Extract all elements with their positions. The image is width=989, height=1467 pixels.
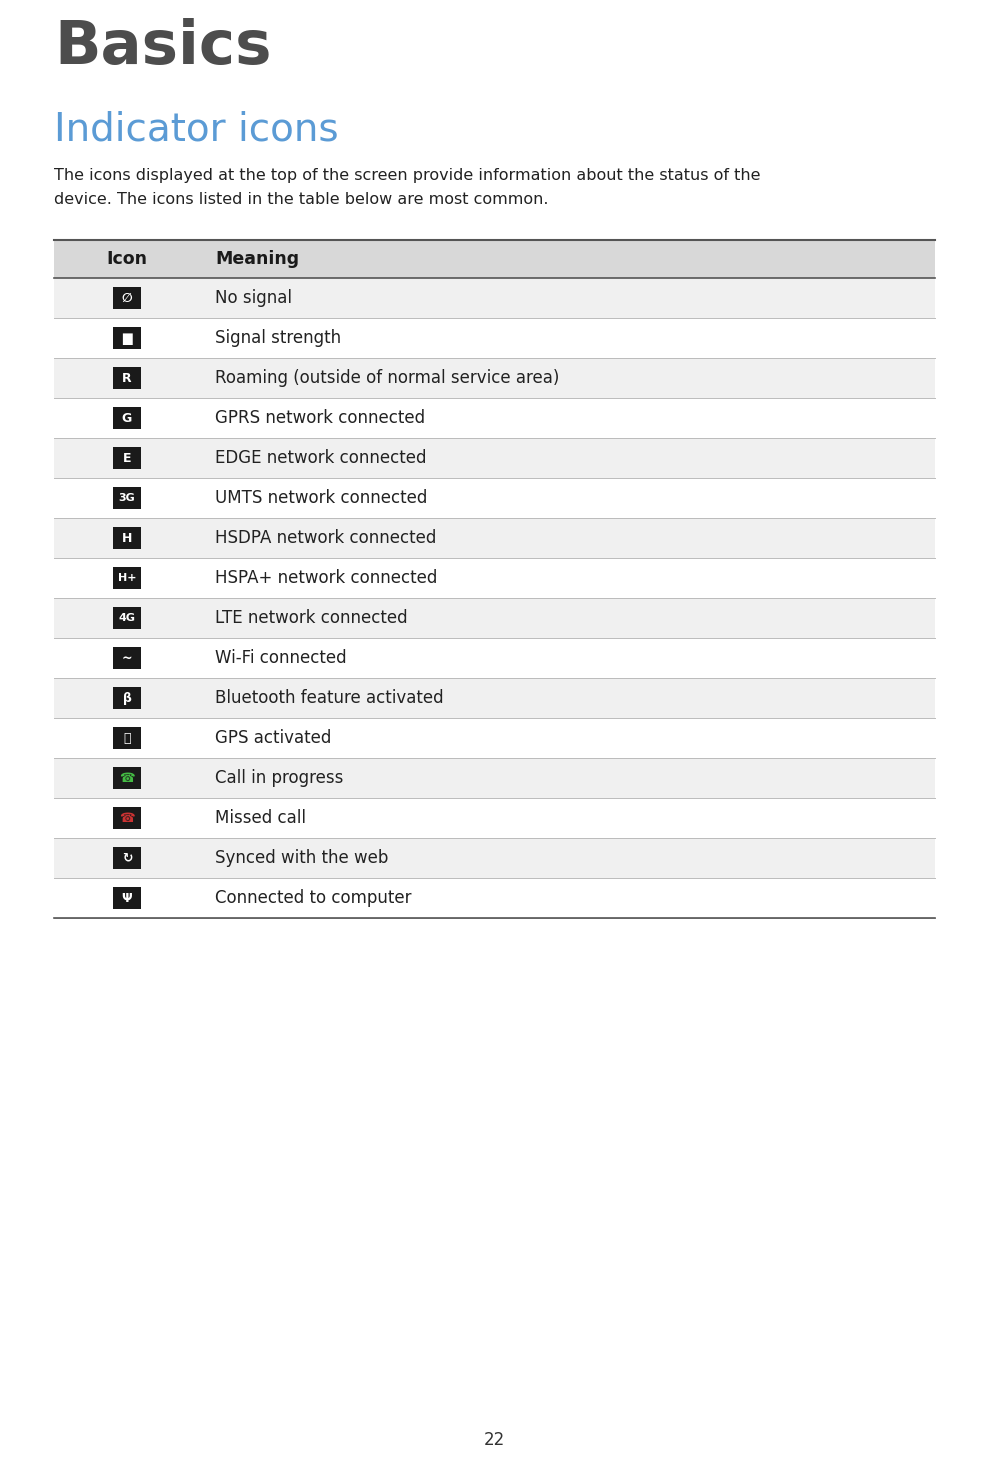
Text: Ψ: Ψ [122,892,133,905]
Bar [113,327,141,349]
Text: R: R [123,371,132,384]
Text: ∅: ∅ [122,292,133,305]
Text: ☎: ☎ [120,811,135,824]
Text: Roaming (outside of normal service area): Roaming (outside of normal service area) [215,370,560,387]
Text: H+: H+ [118,574,136,582]
Text: HSPA+ network connected: HSPA+ network connected [215,569,437,587]
Bar [54,398,935,439]
Text: GPS activated: GPS activated [215,729,331,747]
Text: UMTS network connected: UMTS network connected [215,489,427,508]
Text: Indicator icons: Indicator icons [54,110,338,148]
Bar [54,678,935,717]
Bar [113,807,141,829]
Bar [54,439,935,478]
Text: Connected to computer: Connected to computer [215,889,411,907]
Bar [54,279,935,318]
Bar [113,767,141,789]
Bar [54,318,935,358]
Text: Missed call: Missed call [215,808,306,827]
Bar [113,487,141,509]
Bar [54,518,935,557]
Bar [54,358,935,398]
Bar [54,798,935,838]
Text: H: H [122,531,133,544]
Text: 22: 22 [484,1430,505,1449]
Bar [54,557,935,599]
Text: GPRS network connected: GPRS network connected [215,409,425,427]
Bar [113,568,141,588]
Text: No signal: No signal [215,289,292,307]
Text: Basics: Basics [54,18,272,76]
Text: E: E [123,452,132,465]
Text: EDGE network connected: EDGE network connected [215,449,426,467]
Text: LTE network connected: LTE network connected [215,609,407,626]
Bar [113,527,141,549]
Text: ☎: ☎ [120,772,135,785]
Bar [54,599,935,638]
Text: ~: ~ [122,651,133,665]
Text: Synced with the web: Synced with the web [215,849,389,867]
Text: Icon: Icon [107,249,147,268]
Bar [113,607,141,629]
Text: Wi-Fi connected: Wi-Fi connected [215,648,346,667]
Text: Bluetooth feature activated: Bluetooth feature activated [215,689,444,707]
Bar [54,638,935,678]
Bar [113,728,141,750]
Bar [113,367,141,389]
Text: device. The icons listed in the table below are most common.: device. The icons listed in the table be… [54,192,549,207]
Text: 4G: 4G [119,613,135,623]
Bar [113,846,141,868]
Bar [54,838,935,879]
Bar [113,888,141,910]
Bar [54,879,935,918]
Bar [113,288,141,310]
Text: Signal strength: Signal strength [215,329,341,348]
Bar [113,406,141,428]
Text: 3G: 3G [119,493,135,503]
Bar [113,647,141,669]
Text: β: β [123,691,132,704]
Bar [54,241,935,279]
Bar [54,478,935,518]
Bar [113,687,141,709]
Bar [113,447,141,469]
Text: G: G [122,412,133,424]
Text: ↻: ↻ [122,851,133,864]
Text: ⌖: ⌖ [124,732,131,744]
Text: Meaning: Meaning [215,249,299,268]
Text: ▇: ▇ [123,332,132,345]
Text: The icons displayed at the top of the screen provide information about the statu: The icons displayed at the top of the sc… [54,169,761,183]
Text: Call in progress: Call in progress [215,769,343,786]
Bar [54,717,935,758]
Text: HSDPA network connected: HSDPA network connected [215,530,436,547]
Bar [54,758,935,798]
